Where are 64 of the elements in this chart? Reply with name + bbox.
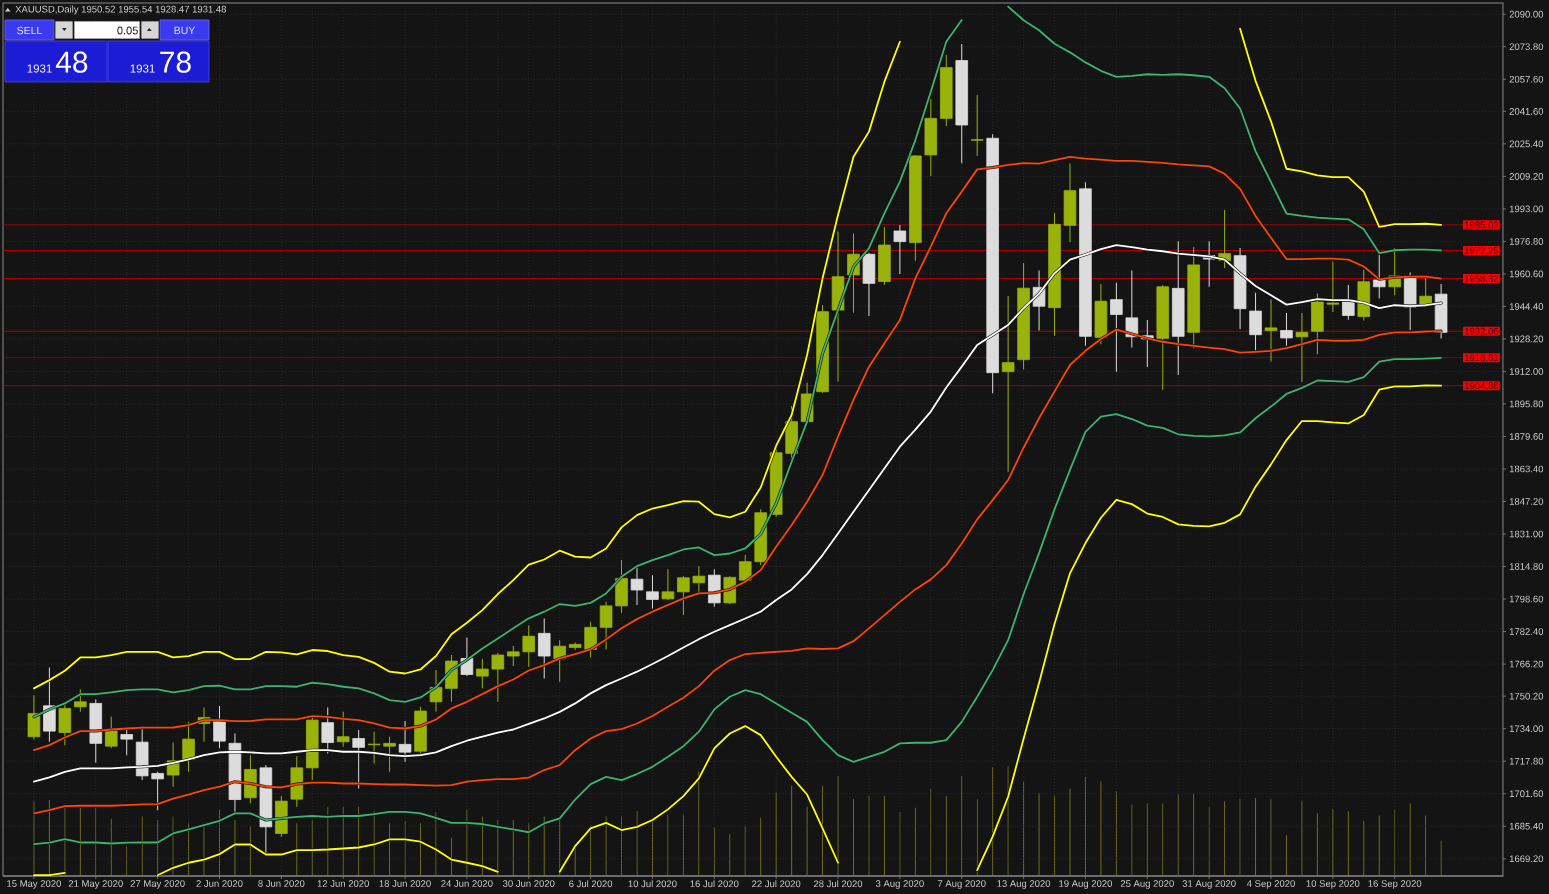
y-tick-label: 2057.60 [1509,75,1544,83]
y-tick-label: 1912.00 [1509,368,1544,375]
x-tick-label: 4 Sep 2020 [1246,880,1295,889]
annotation: 1931 [27,64,52,73]
y-tick-label: 1669.20 [1509,855,1544,863]
y-tick-label: 1750.20 [1509,692,1544,700]
x-tick-label: 18 Jun 2020 [379,880,431,887]
x-tick-label: 12 Jun 2020 [317,880,369,887]
y-tick-label: 1895.80 [1509,400,1544,408]
x-tick-label: 22 Jul 2020 [752,880,801,888]
y-tick-label: 1928.20 [1509,335,1544,343]
ref-line-label: 1904.88 [1464,382,1499,390]
y-tick-label: 1685.40 [1509,822,1544,830]
y-tick-label: 1847.20 [1509,498,1544,505]
y-tick-label: 2073.80 [1509,43,1544,51]
x-tick-label: 19 Aug 2020 [1059,880,1112,889]
x-tick-label: 7 Aug 2020 [937,880,986,889]
x-tick-label: 3 Aug 2020 [875,880,924,889]
y-tick-label: 1814.80 [1509,563,1544,570]
x-tick-label: 13 Aug 2020 [997,880,1051,889]
x-tick-label: 30 Jun 2020 [502,880,555,887]
y-tick-label: 2090.00 [1509,10,1544,18]
x-tick-label: 10 Jul 2020 [628,880,677,888]
ref-line-label: 1958.32 [1464,275,1499,282]
annotation: BUY [174,26,196,35]
ref-line-label: 1985.03 [1464,221,1499,229]
chart-title: XAUUSD,Daily 1950.52 1955.54 1928.47 1931.48 [15,5,227,15]
annotation: 48 [55,51,88,73]
annotation: 1931 [130,64,155,73]
x-tick-label: 28 Jul 2020 [813,880,863,888]
y-tick-label: 1831.00 [1509,530,1544,538]
y-tick-label: 1960.60 [1509,270,1544,278]
y-tick-label: 1717.80 [1509,757,1544,765]
x-tick-label: 24 Jun 2020 [441,880,493,887]
y-tick-label: 1701.60 [1509,790,1544,798]
ref-line-label: 1972.25 [1464,247,1499,254]
y-tick-label: 1798.60 [1509,595,1544,603]
y-tick-label: 1766.20 [1509,660,1544,668]
ref-line-label: 1932.06 [1464,327,1499,335]
x-tick-label: 10 Sep 2020 [1306,880,1360,889]
x-tick-label: 8 Jun 2020 [258,880,305,887]
y-tick-label: 2025.40 [1509,140,1544,148]
x-tick-label: 2 Jun 2020 [196,880,243,887]
y-tick-label: 1944.40 [1509,303,1544,310]
x-tick-label: 16 Sep 2020 [1368,880,1422,889]
x-tick-label: 27 May 2020 [130,880,185,889]
annotation: 78 [160,51,191,73]
annotation: 0.05 [117,26,138,35]
y-tick-label: 2041.60 [1509,108,1544,115]
x-tick-label: 6 Jul 2020 [569,880,613,888]
y-tick-label: 1993.00 [1509,205,1544,213]
y-tick-label: 2009.20 [1509,173,1544,180]
y-tick-label: 1782.40 [1509,628,1544,635]
x-tick-label: 31 Aug 2020 [1182,880,1236,889]
y-tick-label: 1879.60 [1509,433,1544,440]
y-tick-label: 1734.00 [1509,725,1544,733]
x-tick-label: 25 Aug 2020 [1120,880,1174,889]
x-tick-label: 15 May 2020 [7,880,61,889]
annotation: SELL [17,26,42,35]
x-tick-label: 21 May 2020 [68,880,123,889]
y-tick-label: 1863.40 [1509,465,1544,473]
y-tick-label: 1976.80 [1509,238,1544,245]
x-tick-label: 16 Jul 2020 [690,880,739,888]
ref-line-label: 1918.81 [1464,354,1499,362]
